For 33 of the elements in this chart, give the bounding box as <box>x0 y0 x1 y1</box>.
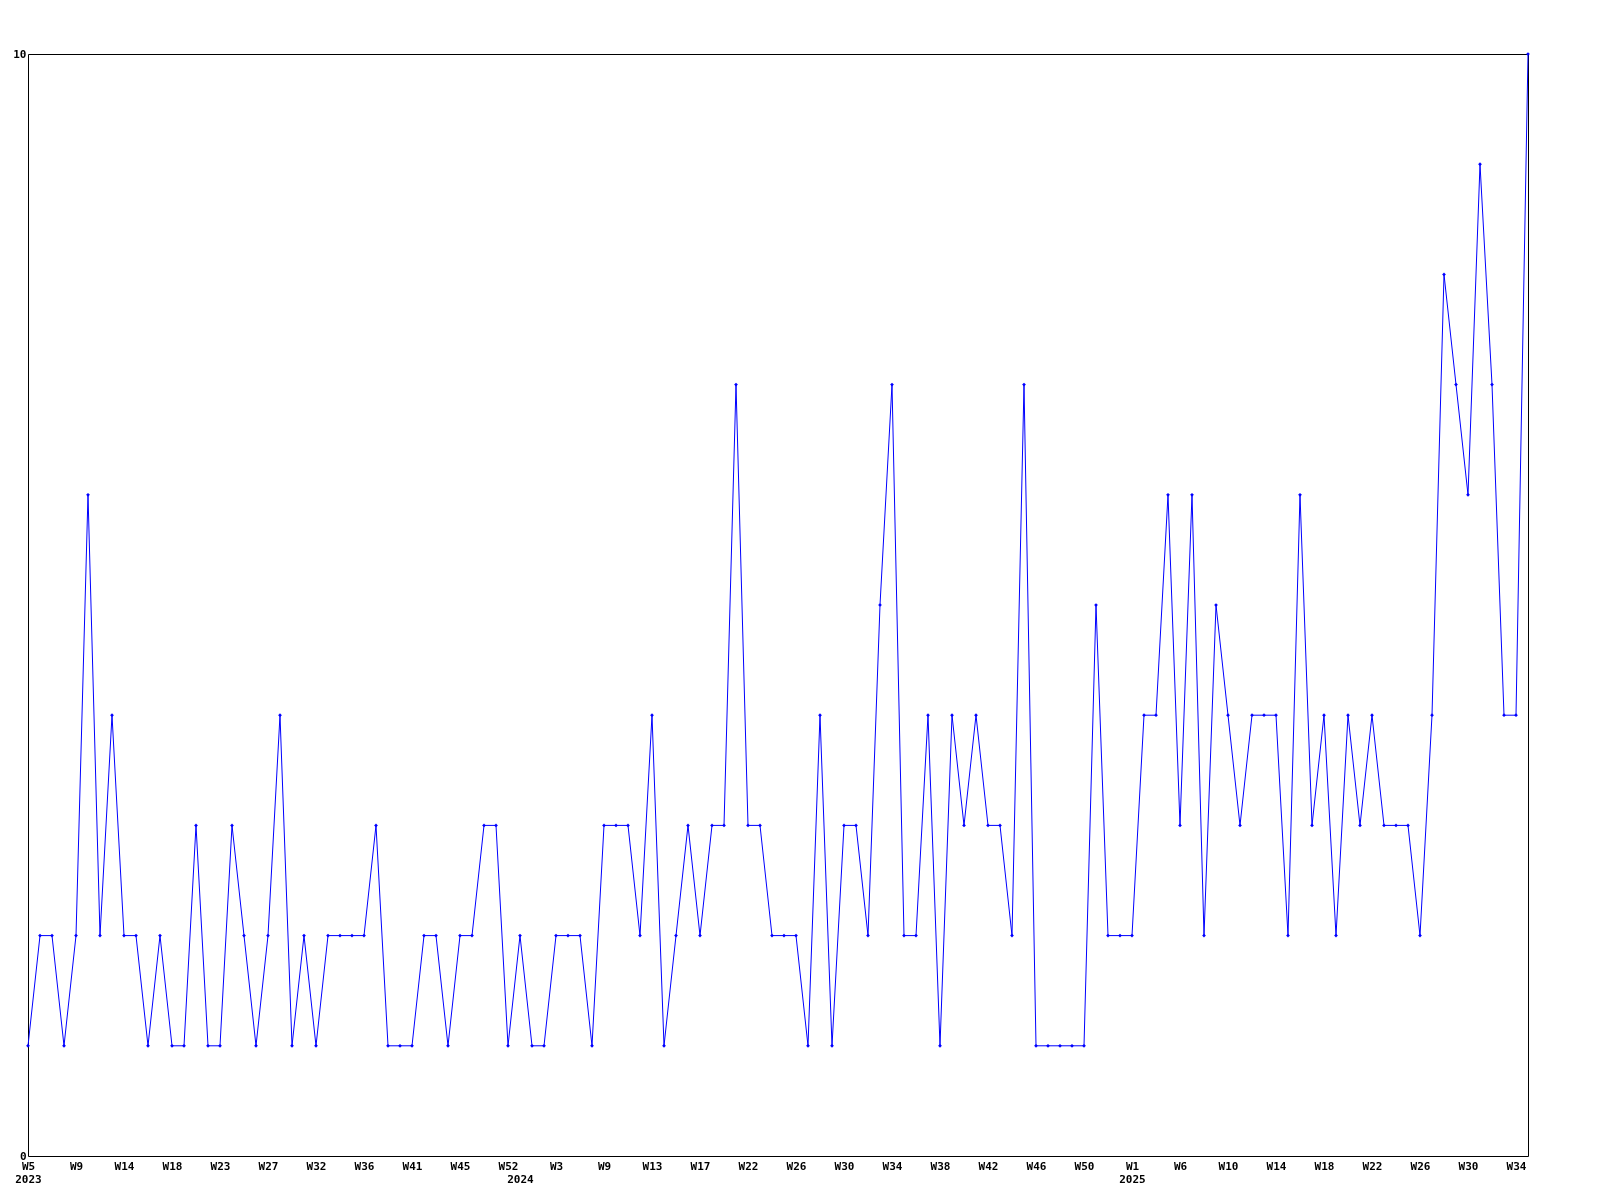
x-tick-label: W14 <box>1266 1159 1287 1173</box>
y-tick-label: 10 <box>13 47 27 61</box>
x-tick-label: W30 <box>834 1159 855 1173</box>
x-tick-label: W9 <box>597 1159 612 1173</box>
x-tick-label: W34 <box>1506 1159 1527 1173</box>
x-tick-label: W17 <box>690 1159 711 1173</box>
x-tick-label: W3 <box>549 1159 564 1173</box>
x-tick-label: W38 <box>930 1159 951 1173</box>
x-tick-label: W22 <box>1362 1159 1383 1173</box>
x-tick-label: W18 <box>162 1159 183 1173</box>
x-tick-label: W34 <box>882 1159 903 1173</box>
x-tick-label: W52 <box>498 1159 519 1173</box>
x-tick-label: W10 <box>1218 1159 1239 1173</box>
x-tick-label: W46 <box>1026 1159 1047 1173</box>
x-tick-label: W14 <box>114 1159 135 1173</box>
x-tick-label: W30 <box>1458 1159 1479 1173</box>
x-tick-label: 2024 <box>507 1172 535 1186</box>
x-tick-label: W26 <box>1410 1159 1431 1173</box>
x-tick-label: W32 <box>306 1159 327 1173</box>
x-tick-label: W1 2025 <box>1119 1159 1146 1186</box>
x-tick-label: W23 <box>210 1159 231 1173</box>
x-tick-label: W41 <box>402 1159 423 1173</box>
x-tick-label: W45 <box>450 1159 471 1173</box>
x-tick-label: W27 <box>258 1159 279 1173</box>
x-tick-label: W50 <box>1074 1159 1095 1173</box>
x-tick-label: W13 <box>642 1159 663 1173</box>
x-tick-label: W26 <box>786 1159 807 1173</box>
x-tick-label: W6 <box>1173 1159 1188 1173</box>
x-tick-label: W22 <box>738 1159 759 1173</box>
x-tick-label: W9 <box>69 1159 84 1173</box>
x-tick-label: W42 <box>978 1159 999 1173</box>
x-tick-label: W18 <box>1314 1159 1335 1173</box>
x-tick-label: W36 <box>354 1159 375 1173</box>
